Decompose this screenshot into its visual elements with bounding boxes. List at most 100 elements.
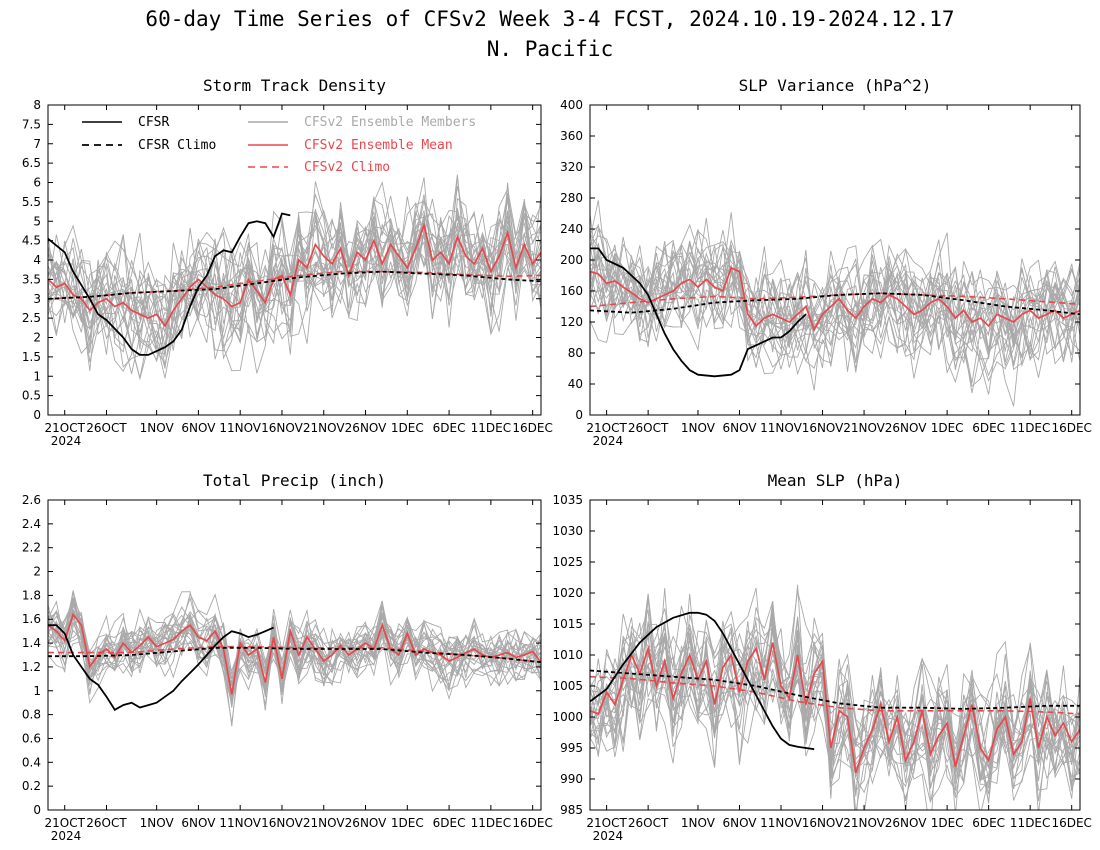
y-tick-label: 1.4 (22, 636, 41, 650)
legend-cfsr-climo-label: CFSR Climo (138, 138, 216, 153)
x-tick-label: 11NOV (219, 816, 261, 830)
y-tick-label: 990 (560, 772, 583, 786)
x-tick-label: 26OCT (86, 421, 127, 435)
y-tick-label: 240 (560, 222, 583, 236)
x-tick-label: 16DEC (1051, 421, 1091, 435)
y-tick-label: 40 (568, 377, 583, 391)
y-tick-label: 280 (560, 191, 583, 205)
y-tick-label: 6 (33, 176, 41, 190)
y-tick-label: 1010 (552, 648, 583, 662)
x-tick-label: 6NOV (722, 816, 757, 830)
x-tick-label: 21OCT (586, 421, 627, 435)
ensemble-member-line (590, 235, 1080, 357)
ensemble-member-line (590, 246, 1080, 373)
panels: Storm Track Density 0 0.5 1 1.5 2 2.5 3 3.5 4 4.5 5… (22, 76, 1092, 843)
x-tick-label: 26NOV (345, 421, 387, 435)
x-tick-label: 16NOV (261, 816, 303, 830)
y-tick-label: 3 (33, 292, 41, 306)
y-tick-label: 1.6 (22, 612, 41, 626)
y-tick-label: 0 (33, 803, 41, 817)
y-tick-label: 0 (575, 408, 583, 422)
ensemble-member-line (48, 198, 541, 344)
ensemble-mean-line (590, 266, 1080, 332)
legend: CFSR CFSR Climo CFSv2 Ensemble Members C… (82, 115, 476, 175)
figure-subtitle: N. Pacific (487, 37, 613, 61)
x-tick-label: 26NOV (885, 421, 927, 435)
panel-total-precip: Total Precip (inch) 0 0.2 0.4 0.6 0.8 1 1.2 1.4 1… (22, 471, 553, 843)
y-tick-label: 1000 (552, 710, 583, 724)
x-tick-label: 11DEC (1010, 816, 1050, 830)
ensemble-member-line (590, 223, 1080, 407)
x-tick-label: 16DEC (1051, 816, 1091, 830)
y-tick-label: 2.2 (22, 541, 41, 555)
y-tick-label: 1035 (552, 493, 583, 507)
plot-frame (589, 104, 1081, 416)
plot-area (48, 174, 541, 381)
x-year-label: 2024 (51, 829, 82, 843)
y-tick-label: 5.5 (22, 195, 41, 209)
x-tick-label: 26OCT (628, 421, 669, 435)
x-tick-label: 26OCT (628, 816, 669, 830)
x-tick-label: 16DEC (512, 816, 552, 830)
ensemble-member-line (48, 174, 541, 379)
y-tick-label: 7.5 (22, 117, 41, 131)
y-tick-label: 995 (560, 741, 583, 755)
y-tick-label: 1.2 (22, 660, 41, 674)
x-tick-label: 6DEC (433, 816, 466, 830)
y-tick-label: 1025 (552, 555, 583, 569)
y-tick-label: 200 (560, 253, 583, 267)
panel-title: SLP Variance (hPa^2) (739, 76, 932, 95)
y-tick-label: 80 (568, 346, 583, 360)
y-tick-label: 2.6 (22, 493, 41, 507)
ensemble-member-line (590, 238, 1080, 374)
x-tick-label: 6NOV (722, 421, 757, 435)
x-tick-label: 6NOV (181, 421, 216, 435)
ensemble-member-line (590, 229, 1080, 395)
y-tick-label: 985 (560, 803, 583, 817)
cfsr-line (590, 611, 815, 751)
cfsv2-climo-line (590, 675, 1080, 715)
y-tick-label: 120 (560, 315, 583, 329)
x-tick-label: 26OCT (86, 816, 127, 830)
x-tick-label: 21NOV (303, 421, 345, 435)
x-tick-label: 1DEC (931, 816, 964, 830)
x-tick-label: 1NOV (681, 816, 716, 830)
ensemble-mean-line (48, 612, 541, 695)
x-year-label: 2024 (593, 829, 624, 843)
legend-ens-mean-label: CFSv2 Ensemble Mean (304, 138, 453, 153)
x-tick-label: 1NOV (140, 816, 175, 830)
x-tick-label: 26NOV (885, 816, 927, 830)
ensemble-mean-line (590, 642, 1080, 774)
y-tick-label: 2 (33, 331, 41, 345)
y-tick-label: 1020 (552, 586, 583, 600)
x-tick-label: 21OCT (44, 816, 85, 830)
y-tick-label: 4 (33, 253, 41, 267)
y-tick-label: 1.5 (22, 350, 41, 364)
x-tick-label: 21NOV (843, 421, 885, 435)
y-tick-label: 0.8 (22, 708, 41, 722)
x-tick-label: 1DEC (931, 421, 964, 435)
x-tick-label: 11DEC (1010, 421, 1050, 435)
ensemble-member-line (48, 195, 541, 349)
y-tick-label: 2.5 (22, 311, 41, 325)
x-tick-label: 6DEC (433, 421, 466, 435)
x-tick-label: 1NOV (140, 421, 175, 435)
y-tick-label: 2.4 (22, 517, 41, 531)
y-tick-label: 6.5 (22, 156, 41, 170)
figure-title: 60-day Time Series of CFSv2 Week 3-4 FCS… (145, 7, 954, 31)
ensemble-member-line (590, 230, 1080, 350)
y-tick-label: 1 (33, 369, 41, 383)
ensemble-member-line (48, 616, 541, 724)
x-tick-label: 1DEC (391, 421, 424, 435)
cfsv2-climo-line (590, 292, 1080, 308)
ensemble-member-line (48, 194, 541, 381)
x-tick-label: 1NOV (681, 421, 716, 435)
x-tick-label: 16DEC (512, 421, 552, 435)
y-tick-label: 360 (560, 129, 583, 143)
y-tick-label: 0.5 (22, 389, 41, 403)
y-tick-label: 400 (560, 98, 583, 112)
ensemble-member-line (48, 590, 541, 689)
legend-cfsr-label: CFSR (138, 115, 169, 130)
ensemble-member-line (48, 608, 541, 692)
